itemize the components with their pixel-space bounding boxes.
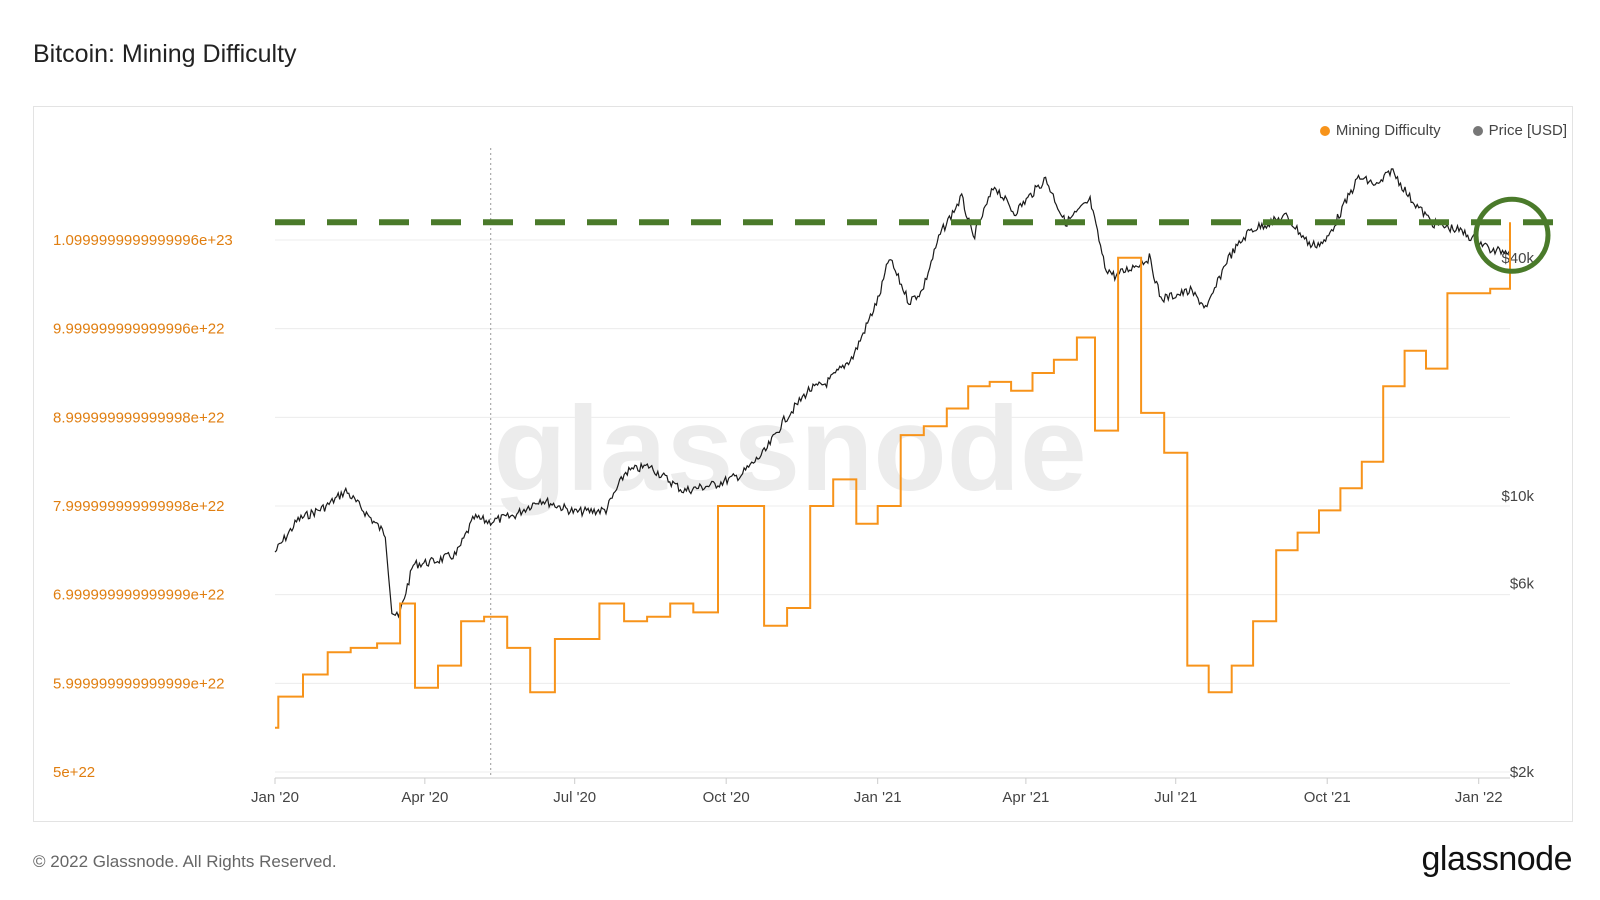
x-tick-label: Jan '20 <box>251 789 299 806</box>
chart-title: Bitcoin: Mining Difficulty <box>33 40 297 68</box>
legend-dot-difficulty <box>1319 125 1330 136</box>
legend-item-price[interactable]: Price [USD] <box>1472 122 1567 139</box>
x-tick-label: Oct '21 <box>1304 789 1351 806</box>
y-left-tick-label: 8.999999999999998e+22 <box>53 409 224 426</box>
mining-difficulty-line <box>275 222 1511 729</box>
x-tick-label: Apr '21 <box>1002 789 1049 806</box>
y-left-tick-label: 9.999999999999996e+22 <box>53 321 224 338</box>
legend-label-price: Price [USD] <box>1488 122 1567 139</box>
chart-frame <box>33 106 1573 822</box>
y-left-tick-label: 5.999999999999999e+22 <box>53 675 224 692</box>
x-tick-label: Jan '22 <box>1455 789 1503 806</box>
legend-label-difficulty: Mining Difficulty <box>1335 122 1441 139</box>
watermark-text: glassnode <box>493 382 1087 516</box>
legend-dot-price <box>1472 125 1483 136</box>
y-left-tick-label: 1.0999999999999996e+23 <box>53 232 233 249</box>
y-right-tick-label: $6k <box>1510 576 1535 593</box>
legend-item-difficulty[interactable]: Mining Difficulty <box>1319 122 1441 139</box>
y-right-tick-label: $10k <box>1501 488 1534 505</box>
x-tick-label: Oct '20 <box>703 789 750 806</box>
price-line <box>274 168 1511 619</box>
brand-logo: glassnode <box>1421 840 1572 878</box>
y-left-tick-label: 7.999999999999998e+22 <box>53 498 224 515</box>
copyright-text: © 2022 Glassnode. All Rights Reserved. <box>33 852 337 871</box>
y-left-tick-label: 6.999999999999999e+22 <box>53 587 224 604</box>
x-tick-label: Jul '20 <box>553 789 596 806</box>
chart-legend: Mining Difficulty Price [USD] <box>1319 122 1567 139</box>
y-left-tick-label: 5e+22 <box>53 764 95 781</box>
highlight-circle <box>1473 196 1551 274</box>
x-tick-label: Apr '20 <box>401 789 448 806</box>
y-right-tick-label: $2k <box>1510 764 1535 781</box>
x-tick-label: Jan '21 <box>854 789 902 806</box>
x-tick-label: Jul '21 <box>1154 789 1197 806</box>
